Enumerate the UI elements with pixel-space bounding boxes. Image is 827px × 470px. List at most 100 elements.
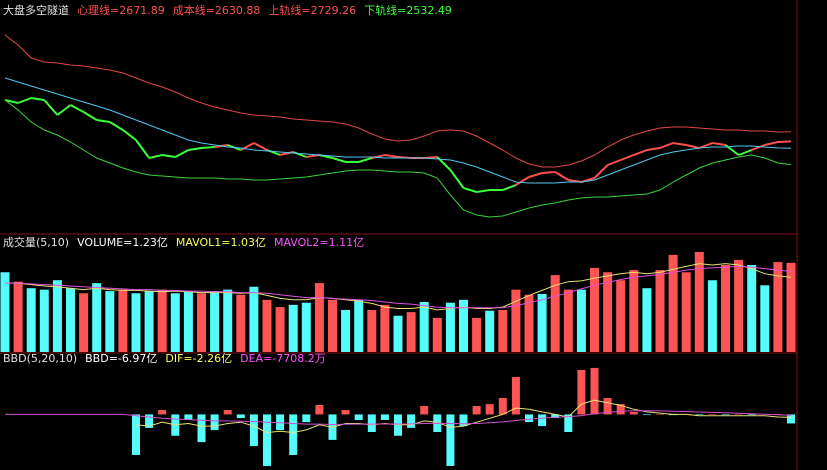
line-segment xyxy=(122,129,137,141)
bar xyxy=(236,294,246,352)
bar xyxy=(603,398,612,415)
bar xyxy=(668,254,678,352)
bar xyxy=(315,405,324,415)
bar xyxy=(551,414,560,419)
bar xyxy=(707,280,717,352)
bar xyxy=(459,299,468,352)
bar xyxy=(236,414,245,419)
legend-entry: 心理线=2671.89 xyxy=(77,3,165,17)
bar xyxy=(747,265,757,352)
line-segment xyxy=(162,154,176,158)
panel-title: 大盘多空隧道 xyxy=(3,3,69,17)
line-segment xyxy=(672,142,687,146)
bar xyxy=(132,414,140,456)
line-segment xyxy=(109,121,124,131)
line-segment xyxy=(633,149,648,156)
bar xyxy=(708,414,717,415)
line-segment xyxy=(751,144,766,151)
line-segment xyxy=(31,97,45,101)
legend-entry: MAVOL2=1.11亿 xyxy=(274,236,364,249)
bar xyxy=(276,414,285,431)
bar xyxy=(406,312,416,352)
bar xyxy=(432,317,442,352)
bar xyxy=(210,414,219,431)
line-segment xyxy=(515,176,530,186)
line-segment xyxy=(554,171,569,181)
bar xyxy=(656,414,664,415)
bar xyxy=(302,414,311,423)
line-segment xyxy=(542,171,556,174)
line-segment xyxy=(253,142,268,151)
bar xyxy=(341,309,351,352)
bar xyxy=(564,414,573,433)
bar xyxy=(262,299,272,352)
line-segment xyxy=(646,147,661,151)
bar xyxy=(39,289,49,352)
bar xyxy=(263,414,271,466)
panel-title: 成交量(5,10) xyxy=(3,235,69,249)
line-segment xyxy=(358,157,373,163)
bar xyxy=(787,414,795,424)
bar xyxy=(105,291,115,352)
bar xyxy=(223,410,232,415)
line-segment xyxy=(698,142,713,149)
line-segment xyxy=(188,147,202,151)
line-segment xyxy=(17,97,32,104)
bar xyxy=(197,293,206,352)
bar xyxy=(289,414,298,456)
line-segment xyxy=(384,154,399,158)
bar xyxy=(118,289,128,352)
bar xyxy=(525,414,533,423)
bar xyxy=(354,299,364,352)
line-segment xyxy=(620,154,635,161)
bar xyxy=(472,406,481,415)
bar xyxy=(511,289,521,352)
line-segment xyxy=(449,169,465,189)
line-segment xyxy=(332,157,346,163)
line xyxy=(5,263,792,311)
line-segment xyxy=(712,142,726,146)
line-segment xyxy=(764,141,779,146)
bar xyxy=(446,414,455,466)
bar xyxy=(655,270,665,352)
bar xyxy=(642,414,651,416)
bar xyxy=(157,289,167,352)
bar xyxy=(170,293,180,352)
bar xyxy=(131,293,141,352)
bar xyxy=(642,288,652,352)
bar xyxy=(524,294,534,352)
bar xyxy=(721,265,730,352)
line-segment xyxy=(70,104,85,113)
line-segment xyxy=(685,144,700,149)
bar xyxy=(197,414,206,443)
legend-entry: BBD=-6.97亿 xyxy=(85,352,157,365)
line-segment xyxy=(201,146,215,149)
bar xyxy=(275,307,285,352)
bar xyxy=(26,288,36,352)
bar xyxy=(158,410,167,415)
panel-title: BBD(5,20,10) xyxy=(3,352,77,365)
line-segment xyxy=(738,149,753,156)
legend-entry: 上轨线=2729.26 xyxy=(268,3,356,17)
bar xyxy=(577,369,586,415)
legend-entry: DIF=-2.26亿 xyxy=(165,352,232,365)
bar xyxy=(472,317,482,352)
bar xyxy=(721,414,730,416)
line-segment xyxy=(83,111,98,121)
bar xyxy=(616,404,625,415)
bar xyxy=(184,414,193,420)
bar xyxy=(301,302,311,352)
bar xyxy=(616,280,626,352)
bar xyxy=(13,281,23,352)
bar xyxy=(223,289,233,352)
bar xyxy=(511,376,520,415)
bar xyxy=(367,414,376,433)
legend-entry: VOLUME=1.23亿 xyxy=(77,236,168,249)
bar xyxy=(498,309,508,352)
bar xyxy=(747,414,756,416)
line xyxy=(4,34,792,168)
bar xyxy=(681,272,691,352)
bar xyxy=(498,398,507,415)
bar xyxy=(734,414,743,415)
